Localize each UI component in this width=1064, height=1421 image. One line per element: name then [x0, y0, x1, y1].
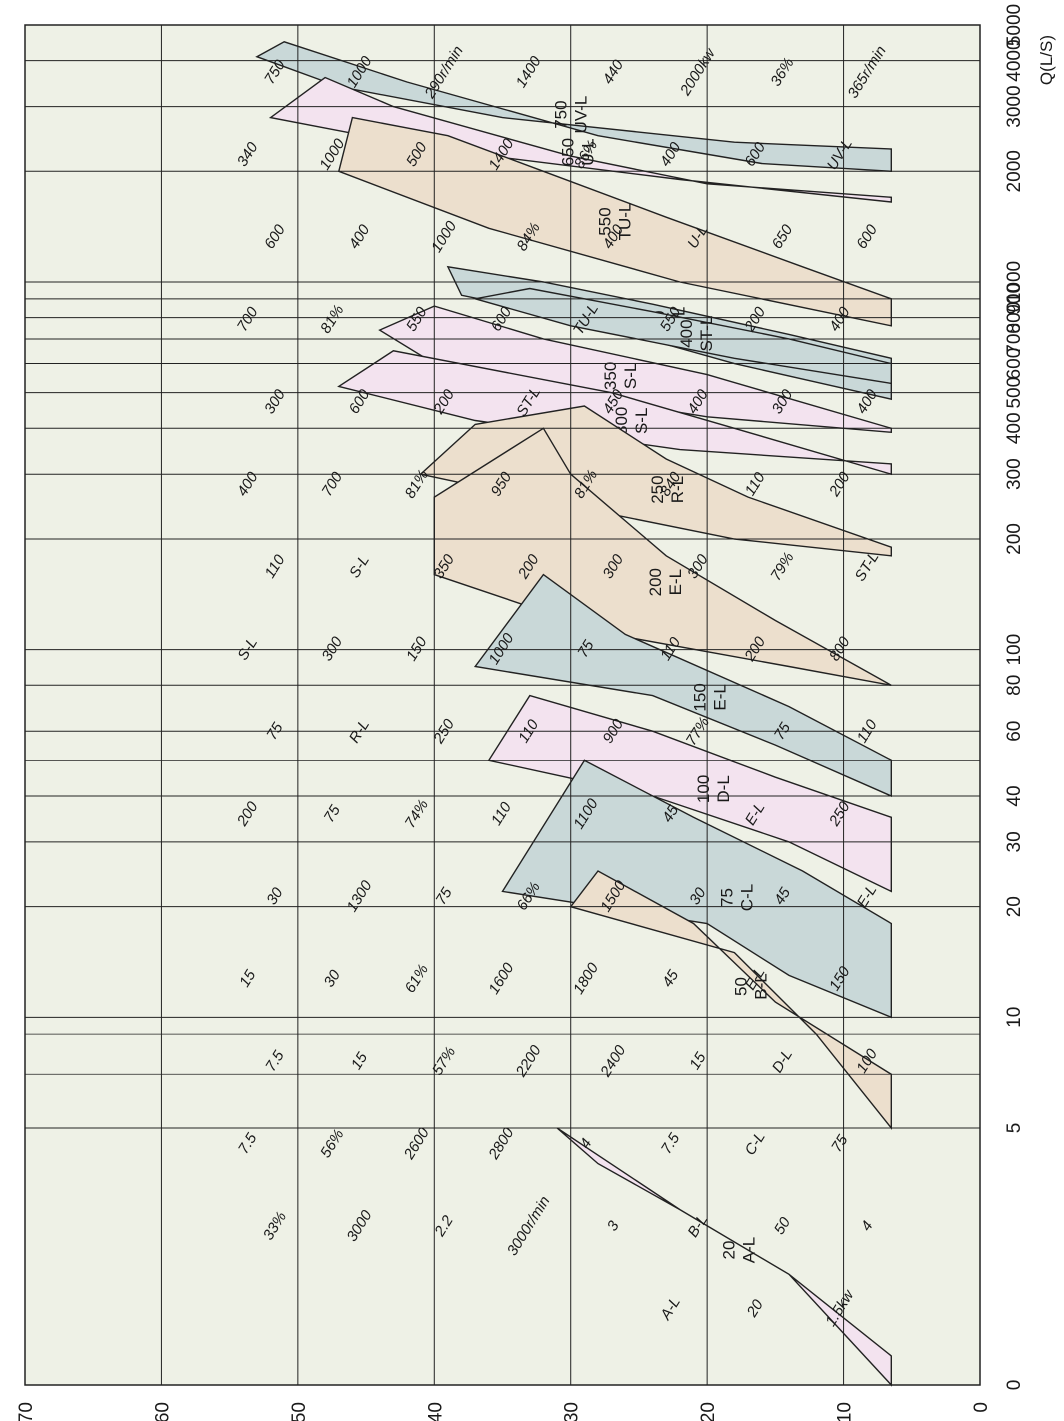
- region-b-l-50: [569, 870, 892, 1130]
- region-code-label: R-L: [668, 476, 687, 503]
- region-s-l-350: [378, 305, 892, 434]
- x-tick-label: 3000: [1004, 85, 1025, 127]
- region-code-label: A-L: [739, 1237, 758, 1263]
- region-size-label: 750: [552, 100, 571, 128]
- region-code-label: TU-L: [615, 203, 634, 241]
- region-size-label: 350: [601, 362, 620, 390]
- y-tick-label: 20: [698, 1402, 719, 1421]
- x-tick-label: 5000: [1004, 4, 1025, 46]
- region-tu-l-550: [337, 116, 892, 327]
- x-tick-label: 400: [1004, 412, 1025, 444]
- x-tick-label: 40: [1004, 785, 1025, 806]
- x-tick-label: 20: [1004, 896, 1025, 917]
- x-tick-label: 60: [1004, 721, 1025, 742]
- x-tick-label: 1000: [1004, 261, 1025, 303]
- region-code-label: U-L: [579, 138, 598, 165]
- region-size-label: 75: [718, 888, 737, 907]
- x-tick-label: 700: [1004, 323, 1025, 355]
- region-size-label: 250: [648, 475, 667, 503]
- region-code-label: ST-L: [697, 316, 716, 352]
- x-tick-label: 800: [1004, 302, 1025, 334]
- region-size-label: 20: [719, 1241, 738, 1260]
- plot-background: [24, 24, 981, 1386]
- region-code-label: UV-L: [572, 96, 591, 134]
- region-size-label: 150: [690, 683, 709, 711]
- region-code-label: D-L: [714, 775, 733, 802]
- y-tick-label: 70: [16, 1402, 37, 1421]
- x-tick-label: 2000: [1004, 150, 1025, 192]
- y-tick-label: 0: [971, 1402, 992, 1413]
- region-size-label: 650: [559, 138, 578, 166]
- region-s-l-300: [337, 350, 892, 476]
- region-size-label: 400: [677, 319, 696, 347]
- x-tick-label: 500: [1004, 377, 1025, 409]
- region-e-l-200: [433, 427, 892, 686]
- y-tick-label: 30: [562, 1402, 583, 1421]
- y-tick-label: 40: [425, 1402, 446, 1421]
- y-tick-label: 10: [835, 1402, 856, 1421]
- x-tick-label: 4000: [1004, 39, 1025, 81]
- region-code-label: S-L: [621, 363, 640, 389]
- x-tick-label: 10: [1004, 1007, 1025, 1028]
- x-tick-label: 5: [1004, 1123, 1025, 1134]
- region-code-label: B-L: [751, 973, 770, 999]
- x-tick-label: 0: [1004, 1380, 1025, 1391]
- x-tick-label: 900: [1004, 283, 1025, 315]
- region-code-label: E-L: [710, 684, 729, 710]
- region-size-label: 550: [595, 207, 614, 235]
- region-code-label: C-L: [738, 884, 757, 911]
- y-tick-label: 60: [152, 1402, 173, 1421]
- x-tick-label: 200: [1004, 523, 1025, 555]
- region-st-l-400: [475, 287, 892, 385]
- x-tick-label: 100: [1004, 634, 1025, 666]
- region-uv-l-750: [255, 41, 892, 173]
- x-tick-label: 80: [1004, 675, 1025, 696]
- x-tick-label: 30: [1004, 831, 1025, 852]
- x-tick-label: 300: [1004, 458, 1025, 490]
- x-tick-label: 600: [1004, 348, 1025, 380]
- x-axis-title: Q(L/S): [1037, 35, 1056, 85]
- ticks-layer: 0102030405060705000400030002000100090080…: [16, 4, 1025, 1421]
- region-code-label: E-L: [666, 569, 685, 595]
- region-a-l-20: [556, 1127, 892, 1387]
- regions-layer: 750UV-L650U-L550TU-L450ST-L400ST-L350S-L…: [255, 41, 892, 1387]
- region-code-label: S-L: [632, 408, 651, 434]
- grid-layer: [25, 25, 980, 1385]
- y-tick-label: 50: [289, 1402, 310, 1421]
- region-size-label: 50: [731, 977, 750, 996]
- region-size-label: 200: [646, 568, 665, 596]
- region-size-label: 100: [694, 775, 713, 803]
- region-d-l-100: [487, 694, 892, 893]
